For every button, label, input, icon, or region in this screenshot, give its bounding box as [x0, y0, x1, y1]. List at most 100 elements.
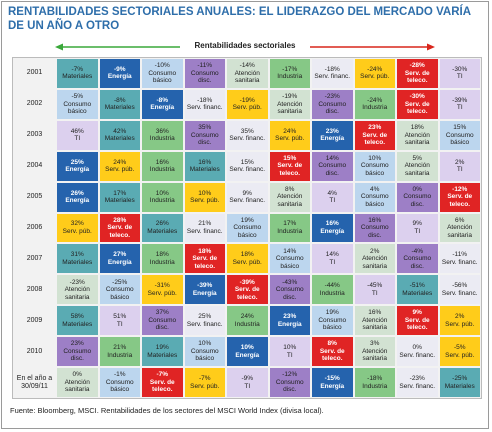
sector-cell: -10% Consumo básico [142, 59, 183, 88]
cell-value: -51% [409, 282, 425, 290]
cell-sector: Serv. financ. [186, 320, 223, 328]
cell-value: 10% [198, 340, 212, 348]
cell-value: 36% [155, 127, 169, 135]
cell-value: 14% [283, 247, 297, 255]
sector-cell: 10% Energía [227, 337, 268, 367]
cell-value: 10% [283, 344, 297, 352]
cell-value: -8% [156, 96, 169, 104]
cell-value: 18% [410, 124, 424, 132]
cell-value: 24% [240, 313, 254, 321]
cell-value: 18% [240, 251, 254, 259]
cell-value: 27% [113, 251, 127, 259]
cell-sector: TI [456, 104, 463, 112]
cell-value: -7% [198, 375, 211, 383]
cell-sector: Materiales [189, 166, 220, 174]
cell-value: -43% [282, 278, 298, 286]
sector-cell: -18% Serv. financ. [312, 59, 353, 88]
cell-value: 16% [368, 309, 382, 317]
cell-value: 25% [70, 158, 84, 166]
cell-value: -24% [367, 65, 383, 73]
cell-sector: Serv. de teleco. [362, 131, 388, 147]
sector-cell: 2% Atención sanitaria [354, 244, 395, 274]
sector-cell: 19% Materiales [142, 337, 183, 367]
cell-value: 14% [325, 251, 339, 259]
sector-cell: 23% Energía [312, 120, 353, 150]
sector-cell: 0% Serv. financ. [397, 337, 438, 367]
arrow-left-head [55, 43, 63, 51]
cell-sector: TI [414, 227, 421, 235]
sector-cell: -11% Consumo disc. [184, 59, 225, 88]
cell-sector: Atención sanitaria [277, 100, 303, 116]
sector-cell: -11% Serv. financ. [439, 244, 480, 274]
cell-value: -17% [282, 65, 298, 73]
sector-cell: -8% Materiales [99, 89, 140, 119]
cell-sector: Industria [149, 166, 175, 174]
cell-value: -18% [367, 375, 383, 383]
cell-value: -8% [113, 96, 126, 104]
sector-cell: 17% Industria [269, 213, 310, 243]
cell-value: -39% [197, 282, 213, 290]
cell-sector: Energía [277, 320, 302, 328]
cell-value: -25% [452, 375, 468, 383]
cell-sector: Serv. de teleco. [149, 378, 175, 394]
cell-value: 46% [70, 127, 84, 135]
cell-sector: Atención sanitaria [64, 286, 90, 301]
sector-cell: 24% Industria [227, 306, 268, 336]
cell-sector: Serv. financ. [399, 351, 436, 359]
cell-sector: Materiales [104, 104, 135, 112]
sector-cell: -24% Serv. púb. [354, 59, 395, 88]
cell-value: -23% [324, 93, 340, 101]
arrow-right-head [427, 43, 435, 51]
cell-sector: Consumo básico [105, 378, 134, 394]
row-label: 2002 [26, 100, 43, 108]
cell-sector: Atención sanitaria [404, 131, 430, 147]
sector-cell: 26% Materiales [142, 213, 183, 243]
cell-value: 9% [412, 309, 422, 317]
cell-sector: Atención sanitaria [362, 255, 388, 270]
cell-value: 16% [155, 158, 169, 166]
sector-cell: -9% Energía [99, 59, 140, 88]
cell-sector: Serv. de teleco. [404, 69, 430, 85]
cell-sector: Serv. de teleco. [404, 316, 430, 332]
cell-value: -18% [197, 96, 213, 104]
cell-sector: Serv. financ. [399, 382, 436, 390]
cell-sector: Energía [320, 382, 345, 390]
sector-cell: 28% Serv. de teleco. [99, 213, 140, 243]
cell-sector: Consumo disc. [403, 255, 432, 270]
cell-value: -11% [452, 251, 468, 259]
cell-value: -7% [71, 65, 84, 73]
cell-value: 10% [155, 189, 169, 197]
row-label: 2003 [26, 131, 43, 139]
cell-sector: Atención sanitaria [362, 316, 388, 332]
sector-cell: -15% Energía [312, 368, 353, 397]
cell-value: 42% [113, 127, 127, 135]
cell-sector: Energía [320, 227, 345, 235]
cell-sector: Materiales [147, 227, 178, 235]
cell-value: 2% [455, 313, 465, 321]
cell-sector: Industria [362, 104, 388, 112]
cell-value: -19% [282, 93, 298, 101]
sector-cell: 37% Consumo disc. [142, 306, 183, 336]
cell-sector: Materiales [62, 320, 93, 328]
cell-sector: Industria [107, 351, 133, 359]
cell-sector: Serv. púb. [232, 104, 262, 112]
cell-sector: Atención sanitaria [64, 378, 90, 394]
cell-sector: Materiales [104, 135, 135, 143]
cell-sector: Serv. púb. [147, 289, 177, 297]
sector-cell: 0% Consumo disc. [397, 182, 438, 212]
cell-sector: Industria [319, 289, 345, 297]
cell-value: 2% [370, 247, 380, 255]
sector-cell: 23% Energía [269, 306, 310, 336]
sector-cell: -18% Industria [354, 368, 395, 397]
cell-value: 26% [155, 220, 169, 228]
sector-cell: 24% Serv. púb. [269, 120, 310, 150]
cell-value: 14% [325, 154, 339, 162]
cell-sector: Energía [235, 351, 260, 359]
sector-cell: 10% Industria [142, 182, 183, 212]
sector-cell: 16% Atención sanitaria [354, 306, 395, 336]
cell-sector: Consumo básico [360, 162, 389, 177]
sector-cell: 17% Materiales [99, 182, 140, 212]
cell-sector: Materiales [147, 351, 178, 359]
cell-value: 6% [455, 216, 465, 224]
sector-cell: 9% Serv. de teleco. [397, 306, 438, 336]
